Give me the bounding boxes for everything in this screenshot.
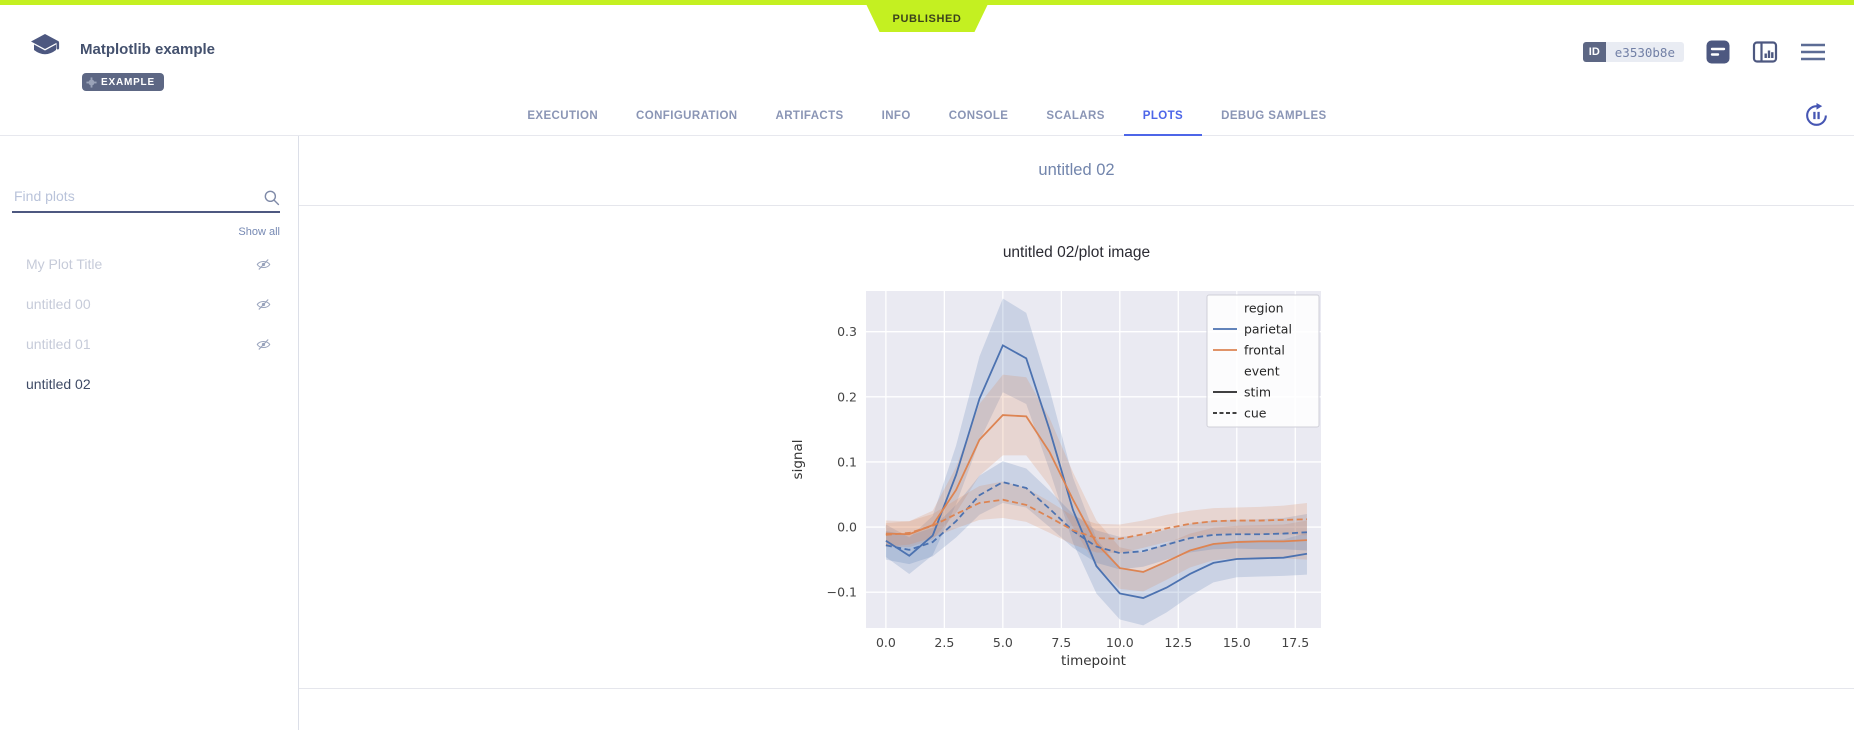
svg-text:−0.1: −0.1 [827, 585, 857, 600]
main-content: untitled 02 untitled 02/plot image 0.0 2.… [299, 136, 1854, 730]
example-badge: EXAMPLE [82, 73, 164, 91]
status-strip [0, 0, 1854, 5]
sidebar: Show all My Plot Title untitled 00 untitle… [0, 136, 299, 730]
plot-list-item[interactable]: My Plot Title [0, 244, 298, 284]
app-logo-icon [31, 34, 60, 55]
auto-refresh-pause-icon[interactable] [1803, 102, 1830, 129]
panel-layout-icon[interactable] [1752, 39, 1778, 65]
plot-title: untitled 02/plot image [1002, 244, 1151, 261]
gear-icon [86, 76, 97, 88]
body: Show all My Plot Title untitled 00 untitle… [0, 136, 1854, 730]
plot-list-item[interactable]: untitled 01 [0, 324, 298, 364]
svg-text:0.0: 0.0 [876, 635, 896, 650]
svg-text:stim: stim [1244, 385, 1271, 400]
status-badge: PUBLISHED [867, 5, 988, 32]
plot-list-item-label: untitled 00 [26, 296, 91, 312]
svg-text:0.2: 0.2 [837, 389, 857, 404]
eye-off-icon[interactable] [256, 297, 271, 312]
plot-list-item-label: untitled 01 [26, 336, 91, 352]
id-value: e3530b8e [1605, 42, 1684, 62]
tab-info[interactable]: INFO [881, 110, 911, 122]
plot-search [12, 182, 280, 213]
tab-console[interactable]: CONSOLE [948, 110, 1009, 122]
svg-text:17.5: 17.5 [1281, 635, 1309, 650]
tab-configuration[interactable]: CONFIGURATION [636, 110, 738, 122]
header-actions: ID e3530b8e [1582, 39, 1827, 65]
svg-text:7.5: 7.5 [1051, 635, 1071, 650]
plot-card: untitled 02/plot image 0.0 2.5 5.0 7.5 10.0 1… [299, 205, 1854, 689]
svg-text:0.1: 0.1 [837, 454, 857, 469]
show-all-link[interactable]: Show all [238, 226, 280, 238]
search-icon[interactable] [263, 189, 280, 206]
svg-text:12.5: 12.5 [1164, 635, 1192, 650]
svg-text:signal: signal [790, 440, 806, 480]
experiment-title: Matplotlib example [80, 41, 216, 58]
id-chip: ID [1582, 42, 1606, 62]
menu-icon[interactable] [1799, 40, 1827, 64]
svg-text:region: region [1244, 301, 1284, 316]
tab-bar: EXECUTION CONFIGURATION ARTIFACTS INFO CONSO… [0, 110, 1854, 136]
svg-text:2.5: 2.5 [934, 635, 954, 650]
tab-execution[interactable]: EXECUTION [527, 110, 599, 122]
svg-text:timepoint: timepoint [1061, 653, 1126, 669]
svg-text:frontal: frontal [1244, 343, 1285, 358]
svg-text:0.0: 0.0 [837, 520, 857, 535]
svg-text:0.3: 0.3 [837, 324, 857, 339]
svg-text:5.0: 5.0 [993, 635, 1013, 650]
eye-off-icon[interactable] [256, 337, 271, 352]
plot-list-item-label: untitled 02 [26, 376, 91, 392]
line-chart: 0.0 2.5 5.0 7.5 10.0 12.5 15.0 17.5 −0.1 0.0 0.1 0.… [790, 291, 1321, 669]
svg-text:cue: cue [1244, 406, 1267, 421]
status-badge-label: PUBLISHED [892, 12, 962, 25]
svg-text:10.0: 10.0 [1106, 635, 1134, 650]
svg-text:15.0: 15.0 [1223, 635, 1251, 650]
example-badge-label: EXAMPLE [101, 76, 155, 88]
page-title: untitled 02 [1038, 161, 1115, 179]
tab-plots[interactable]: PLOTS [1123, 110, 1203, 136]
plot-list-item[interactable]: untitled 00 [0, 284, 298, 324]
eye-off-icon[interactable] [256, 257, 271, 272]
search-input[interactable] [12, 182, 280, 211]
tab-artifacts[interactable]: ARTIFACTS [775, 110, 844, 122]
tab-debug-samples[interactable]: DEBUG SAMPLES [1221, 110, 1327, 122]
experiment-id-badge[interactable]: ID e3530b8e [1582, 42, 1684, 62]
svg-text:event: event [1244, 364, 1280, 379]
tab-scalars[interactable]: SCALARS [1046, 110, 1105, 122]
plot-list-item[interactable]: untitled 02 [0, 364, 298, 404]
plot-list: My Plot Title untitled 00 untitled 01 untit… [0, 244, 298, 404]
svg-text:parietal: parietal [1244, 322, 1292, 337]
annotations-icon[interactable] [1705, 39, 1731, 65]
plot-list-item-label: My Plot Title [26, 256, 103, 272]
